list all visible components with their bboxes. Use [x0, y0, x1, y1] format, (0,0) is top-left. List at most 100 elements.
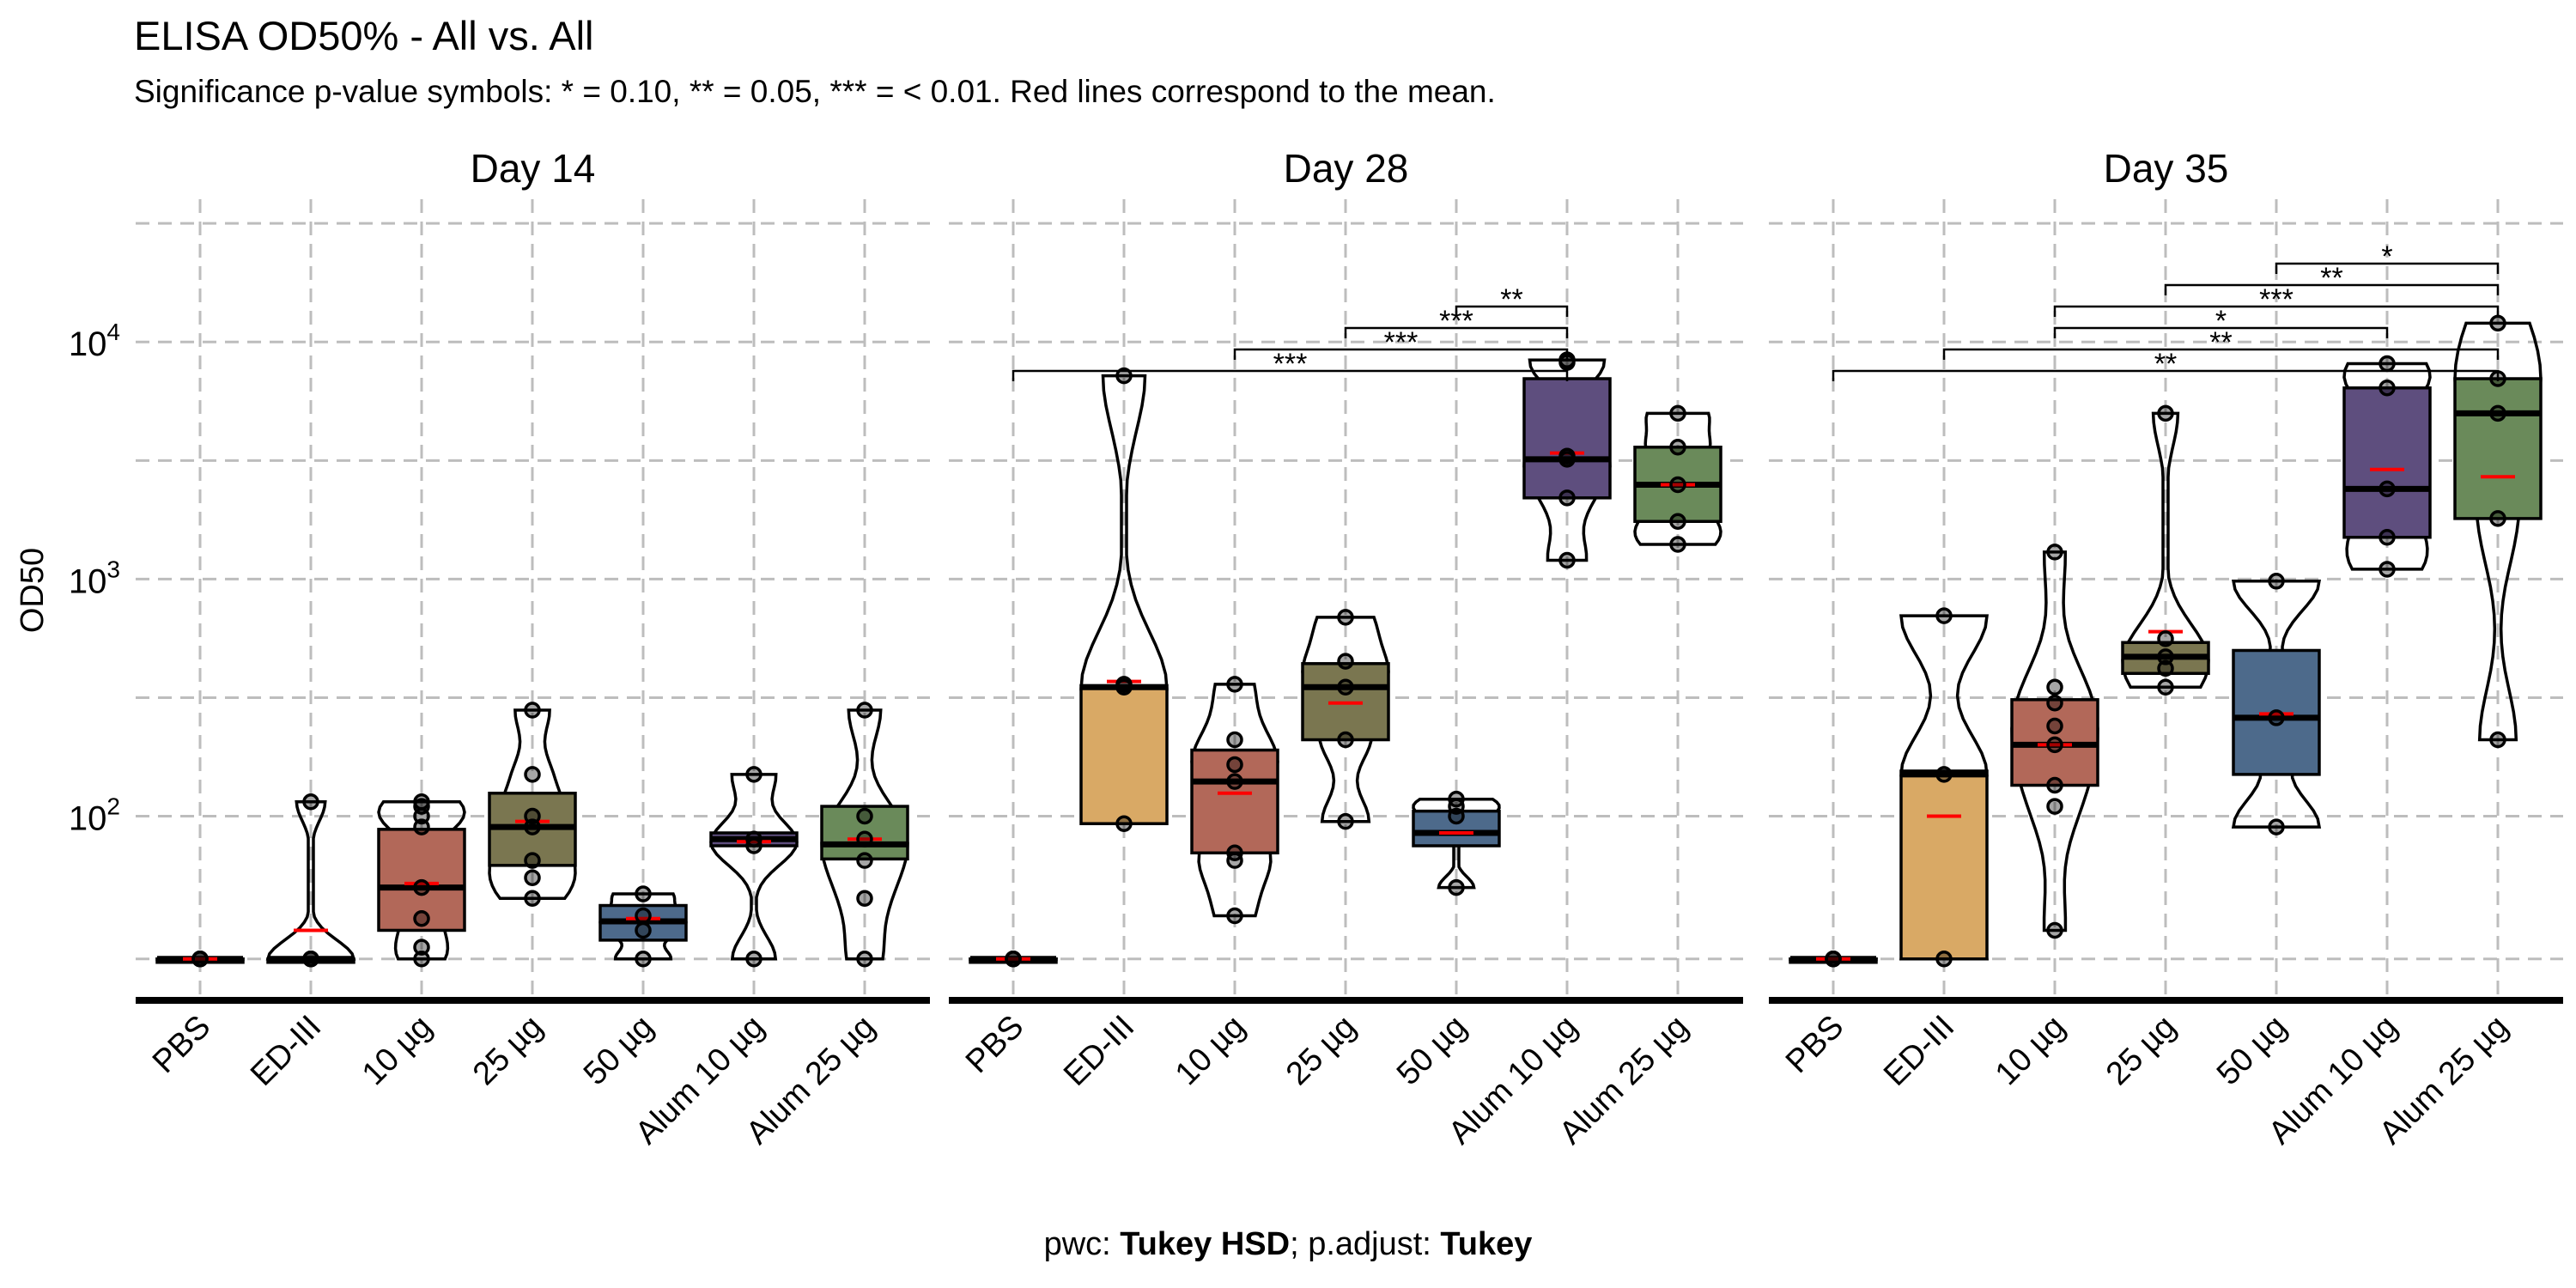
data-point [856, 951, 873, 968]
bracket-line [2164, 283, 2500, 295]
significance-label: ** [2320, 262, 2342, 295]
significance-label: * [2381, 240, 2392, 273]
significance-bracket: ** [1455, 283, 1569, 317]
significance-label: *** [1384, 326, 1419, 359]
bracket-line [1942, 348, 2500, 360]
box [1079, 683, 1169, 825]
data-point [856, 702, 873, 719]
box [2453, 377, 2543, 520]
x-tick-label: PBS [1779, 1009, 1850, 1080]
data-point [1115, 676, 1133, 693]
data-point [745, 830, 762, 848]
data-point [1226, 773, 1243, 790]
data-point [2046, 776, 2063, 794]
bracket-line [1344, 326, 1569, 338]
caption-adjust-prefix: ; p.adjust: [1290, 1226, 1441, 1262]
data-point [413, 909, 430, 927]
data-point [524, 702, 541, 719]
data-point [2157, 630, 2174, 647]
data-point [524, 807, 541, 825]
data-point [2489, 510, 2506, 527]
data-point [1669, 513, 1686, 531]
box [1190, 748, 1279, 855]
bracket-line [2053, 305, 2500, 317]
facet-label: Day 28 [1284, 146, 1409, 191]
data-point [2268, 818, 2285, 835]
x-tick-label: ED-III [244, 1009, 328, 1093]
chart-subtitle: Significance p-value symbols: * = 0.10, … [134, 74, 1496, 109]
facet-label: Day 35 [2104, 146, 2229, 191]
data-point [302, 951, 319, 968]
significance-bracket: * [2053, 305, 2389, 338]
box [1899, 769, 1989, 961]
caption-pwc-prefix: pwc: [1043, 1226, 1121, 1262]
group-alum-25-ug [2453, 314, 2543, 749]
violin-outline [2010, 550, 2099, 933]
data-point [2157, 678, 2174, 696]
data-point [302, 793, 319, 811]
data-point [191, 951, 209, 968]
significance-bracket: *** [2053, 283, 2500, 317]
data-point [2046, 717, 2063, 735]
facet-label: Day 14 [471, 146, 596, 191]
chart-title: ELISA OD50% - All vs. All [134, 13, 594, 58]
bracket-line [2053, 326, 2389, 338]
data-point [524, 890, 541, 908]
x-tick-label: ED-III [1057, 1009, 1141, 1093]
violin-outline [488, 708, 577, 901]
data-point [2379, 529, 2396, 546]
x-tick-label: PBS [146, 1009, 217, 1080]
data-point [1226, 756, 1243, 774]
data-point [2489, 314, 2506, 332]
data-point [1226, 731, 1243, 749]
data-point [635, 921, 652, 939]
data-point [1448, 790, 1465, 808]
data-point [1226, 676, 1243, 693]
data-point [1005, 951, 1022, 968]
data-point [1935, 951, 1953, 968]
significance-bracket: ** [2164, 262, 2500, 295]
group-25-ug [2121, 404, 2210, 696]
data-point [524, 852, 541, 869]
bracket-line [2275, 262, 2500, 274]
group-alum-10-ug [1522, 351, 1612, 569]
caption-adjust-method: Tukey [1440, 1226, 1533, 1262]
data-point [2379, 380, 2396, 397]
data-point [1337, 731, 1354, 749]
data-point [2046, 695, 2063, 712]
data-point [745, 766, 762, 783]
chart-caption: pwc: Tukey HSD; p.adjust: Tukey [0, 1226, 2576, 1263]
significance-bracket: *** [1012, 348, 1569, 381]
data-point [1337, 678, 1354, 696]
x-tick-label: 10 µg [355, 1009, 439, 1092]
data-point [2046, 736, 2063, 754]
violin-outline [2121, 411, 2210, 690]
data-point [1935, 766, 1953, 783]
group-pbs [155, 951, 245, 968]
data-point [524, 869, 541, 886]
x-tick-label: 25 µg [466, 1009, 550, 1092]
data-point [1558, 447, 1576, 465]
group-50-ug [598, 885, 688, 968]
data-point [413, 951, 430, 968]
data-point [2268, 573, 2285, 590]
group-25-ug [1301, 609, 1390, 830]
data-point [2157, 659, 2174, 677]
data-point [1669, 476, 1686, 494]
caption-pwc-method: Tukey HSD [1120, 1226, 1291, 1262]
data-point [856, 890, 873, 908]
group-alum-25-ug [1633, 404, 1722, 553]
data-point [524, 766, 541, 783]
data-point [1226, 907, 1243, 925]
group-10-ug [377, 793, 466, 968]
y-tick-label: 104 [69, 319, 120, 363]
group-alum-10-ug [709, 766, 799, 968]
group-ed-iii [1079, 367, 1169, 832]
group-ed-iii [1899, 607, 1990, 968]
x-tick-label: 50 µg [2210, 1009, 2293, 1092]
significance-label: ** [2209, 326, 2232, 359]
bracket-line [1233, 348, 1569, 360]
box [1522, 377, 1612, 500]
